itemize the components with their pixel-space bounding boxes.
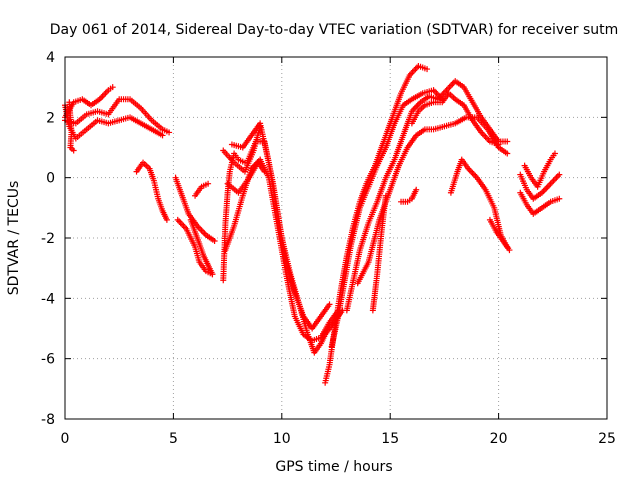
series-track-2 bbox=[62, 96, 173, 136]
data-point bbox=[159, 132, 166, 139]
x-tick-label: 25 bbox=[598, 431, 616, 447]
data-point bbox=[556, 171, 563, 178]
data-point bbox=[424, 66, 431, 73]
series-track-9 bbox=[192, 180, 212, 199]
x-tick-label: 20 bbox=[490, 431, 508, 447]
x-tick-label: 15 bbox=[381, 431, 399, 447]
data-points bbox=[62, 63, 563, 386]
series-track-15 bbox=[244, 138, 346, 356]
tick-layer: 0 5 10 15 20 25 -8 -6 -4 -2 0 2 4 bbox=[41, 50, 616, 447]
data-point bbox=[205, 180, 212, 187]
series-track-6 bbox=[172, 174, 218, 245]
series-track-22 bbox=[398, 186, 420, 205]
x-axis-label: GPS time / hours bbox=[275, 459, 392, 475]
y-tick-label: -4 bbox=[41, 291, 55, 307]
series-track-21 bbox=[369, 192, 389, 314]
series-track-4 bbox=[66, 99, 77, 154]
y-tick-label: 4 bbox=[46, 50, 55, 66]
series-track-16 bbox=[257, 156, 342, 344]
series-track-26 bbox=[517, 171, 563, 202]
series-track-7 bbox=[174, 216, 216, 278]
y-tick-label: -2 bbox=[41, 231, 55, 247]
series-track-25 bbox=[486, 216, 513, 254]
series-track-13 bbox=[222, 156, 264, 254]
series-track-10 bbox=[220, 150, 248, 284]
data-point bbox=[551, 150, 558, 157]
data-point bbox=[163, 216, 170, 223]
series-track-28 bbox=[521, 150, 558, 190]
data-point bbox=[506, 247, 513, 254]
series-track-23 bbox=[408, 90, 502, 148]
data-point bbox=[209, 271, 216, 278]
data-point bbox=[504, 150, 511, 157]
data-point bbox=[556, 195, 563, 202]
series-track-20 bbox=[354, 114, 511, 287]
series-track-8 bbox=[187, 216, 216, 278]
chart-title: Day 061 of 2014, Sidereal Day-to-day VTE… bbox=[50, 22, 619, 38]
data-point bbox=[495, 141, 502, 148]
series-track-19 bbox=[343, 78, 511, 314]
series-track-5 bbox=[133, 159, 170, 223]
x-tick-label: 0 bbox=[61, 431, 70, 447]
data-point bbox=[326, 301, 333, 308]
y-tick-label: -6 bbox=[41, 352, 55, 368]
y-tick-label: 0 bbox=[46, 171, 55, 187]
data-point bbox=[211, 238, 218, 245]
y-tick-label: -8 bbox=[41, 412, 55, 428]
plot-frame bbox=[64, 56, 608, 420]
y-tick-label: 2 bbox=[46, 110, 55, 126]
x-tick-label: 10 bbox=[273, 431, 291, 447]
y-axis-label: SDTVAR / TECUs bbox=[6, 181, 22, 296]
series-track-14 bbox=[228, 120, 333, 332]
x-tick-label: 5 bbox=[169, 431, 178, 447]
data-point bbox=[382, 192, 389, 199]
series-track-18 bbox=[328, 87, 446, 350]
data-point bbox=[413, 186, 420, 193]
data-point bbox=[109, 84, 116, 91]
data-point bbox=[70, 147, 77, 154]
data-point bbox=[166, 129, 173, 136]
data-point bbox=[504, 138, 511, 145]
series-track-27 bbox=[517, 189, 563, 217]
